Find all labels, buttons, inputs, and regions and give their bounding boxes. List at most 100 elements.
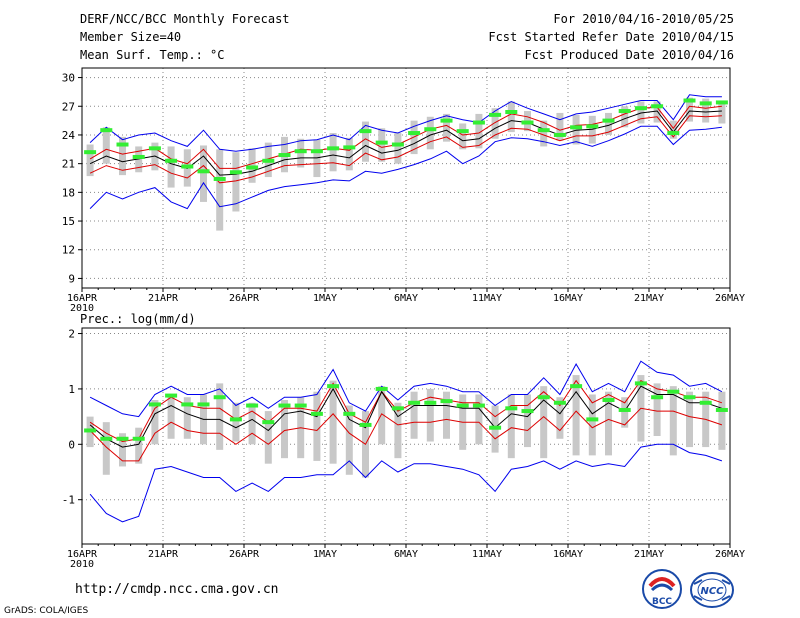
source-url[interactable]: http://cmdp.ncc.cma.gov.cn: [75, 582, 279, 597]
x-tick-label: 6MAY: [394, 293, 418, 304]
spread-box: [232, 402, 240, 442]
observed-mark: [148, 402, 161, 407]
spread-box: [135, 427, 143, 464]
spread-box: [167, 394, 175, 439]
spread-box: [232, 152, 240, 212]
spread-box: [102, 127, 110, 164]
observed-mark: [181, 164, 194, 169]
observed-mark: [359, 129, 372, 134]
spread-box: [621, 397, 629, 428]
observed-mark: [699, 101, 712, 106]
grads-credit: GrADS: COLA/IGES: [4, 606, 89, 616]
x-year-label: 2010: [70, 559, 94, 570]
y-tick-label: 18: [62, 186, 75, 199]
y-tick-label: 27: [62, 100, 75, 113]
bcc-logo-text: BCC: [652, 597, 672, 607]
spread-box: [102, 422, 110, 475]
spread-box: [345, 405, 353, 475]
observed-mark: [408, 400, 421, 405]
x-tick-label: 1MAY: [313, 549, 337, 560]
spread-box: [702, 98, 710, 123]
max-line: [89, 360, 723, 418]
produced-date-label: Fcst Produced Date 2010/04/16: [524, 48, 734, 62]
observed-mark: [715, 100, 728, 105]
x-tick-label: 1MAY: [313, 293, 337, 304]
y-tick-label: 24: [62, 129, 76, 142]
spread-box: [248, 402, 256, 445]
spread-box: [426, 116, 434, 150]
observed-mark: [602, 118, 615, 123]
x-tick-label: 26MAY: [715, 293, 745, 304]
spread-box: [524, 394, 531, 448]
observed-mark: [294, 149, 307, 154]
spread-box: [329, 380, 337, 464]
spread-box: [443, 391, 450, 439]
observed-mark: [246, 403, 259, 408]
spread-box: [119, 433, 126, 467]
y-tick-label: 1: [68, 383, 75, 396]
observed-mark: [148, 146, 161, 151]
spread-box: [572, 375, 580, 456]
ensemble-mean-line: [89, 110, 722, 176]
observed-mark: [618, 109, 631, 114]
observed-mark: [618, 407, 631, 412]
y-tick-label: 15: [62, 215, 75, 228]
observed-mark: [505, 110, 518, 114]
upper-line: [89, 379, 723, 443]
start-refer-date-label: Fcst Started Refer Date 2010/04/15: [488, 30, 734, 44]
y-tick-label: -1: [62, 494, 75, 507]
panel-1: 9 12 15 18 21 24 27 30 16APR 21APR 26APR 1MAY 6MAY 11…: [62, 67, 745, 314]
spread-box: [313, 391, 321, 461]
observed-mark: [391, 142, 404, 147]
observed-mark: [651, 104, 664, 109]
spread-box: [281, 400, 288, 459]
observed-mark: [327, 384, 340, 389]
observed-mark: [456, 403, 469, 408]
observed-mark: [246, 165, 259, 170]
spread-box: [686, 97, 693, 122]
spread-box: [216, 149, 224, 231]
spread-box: [459, 123, 467, 150]
observed-mark: [100, 436, 113, 441]
observed-mark: [213, 395, 226, 400]
spread-box: [426, 388, 434, 442]
spread-box: [669, 120, 677, 139]
spread-box: [653, 383, 661, 436]
y-tick-label: 21: [62, 158, 75, 171]
spread-box: [621, 106, 629, 128]
x-tick-label: 16MAY: [553, 549, 583, 560]
lower-line: [89, 407, 723, 462]
spread-box: [443, 113, 450, 142]
spread-box: [507, 101, 515, 133]
min-line: [89, 443, 723, 523]
spread-box: [378, 386, 386, 445]
x-tick-label: 6MAY: [394, 549, 418, 560]
observed-marks: [84, 98, 728, 181]
observed-mark: [586, 124, 599, 129]
x-tick-label: 21MAY: [634, 549, 664, 560]
x-tick-label: 16APR: [67, 293, 98, 304]
ncc-logo-text: NCC: [700, 586, 724, 597]
observed-mark: [683, 395, 696, 400]
upper-line: [89, 105, 722, 169]
observed-mark: [537, 395, 550, 400]
observed-mark: [586, 417, 599, 422]
spread-box: [572, 114, 580, 145]
spread-box: [200, 145, 207, 202]
observed-mark: [278, 403, 291, 408]
x-tick-label: 21MAY: [634, 293, 664, 304]
spread-box: [718, 391, 726, 450]
observed-mark: [553, 400, 566, 405]
x-tick-label: 16MAY: [553, 293, 583, 304]
spread-box: [394, 402, 402, 459]
observed-mark: [181, 402, 194, 407]
observed-mark: [375, 386, 388, 391]
observed-mark: [116, 436, 129, 441]
spread-box: [653, 101, 661, 123]
spread-box: [556, 397, 564, 439]
x-tick-label: 26APR: [229, 293, 260, 304]
x-tick-label: 26APR: [229, 549, 260, 560]
ncc-logo-icon: NCC: [690, 572, 734, 608]
observed-mark: [132, 154, 145, 159]
observed-mark: [521, 409, 534, 414]
